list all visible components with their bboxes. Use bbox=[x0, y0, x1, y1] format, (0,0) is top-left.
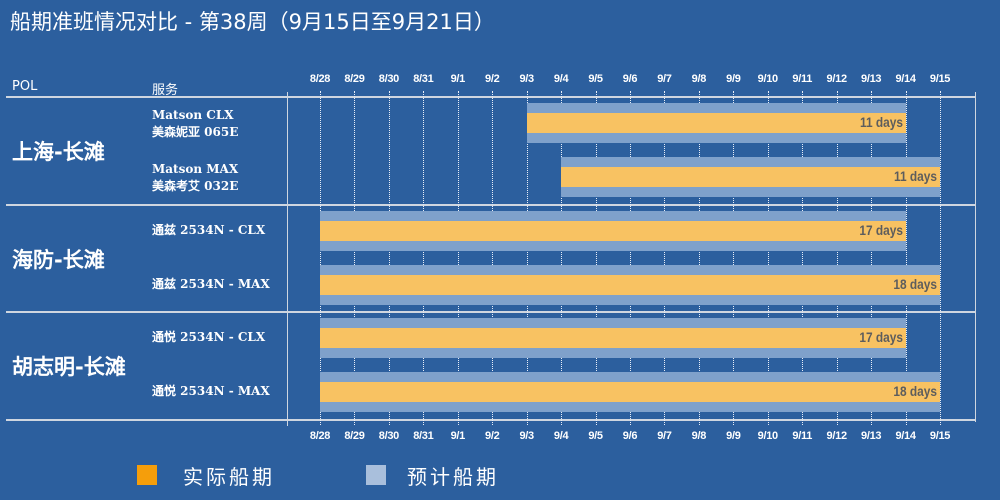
group-divider bbox=[6, 311, 976, 313]
actual-bar bbox=[561, 167, 940, 187]
actual-bar bbox=[320, 221, 906, 241]
x-tick-label-bottom: 9/10 bbox=[757, 430, 779, 442]
gridline bbox=[492, 91, 494, 425]
x-tick-label-bottom: 9/6 bbox=[622, 430, 638, 442]
service-label: 通兹 2534N - MAX bbox=[152, 277, 270, 291]
service-label: 通悦 2534N - CLX bbox=[152, 330, 266, 344]
x-tick-label-top: 9/13 bbox=[861, 73, 882, 85]
x-tick-label-top: 9/14 bbox=[895, 73, 916, 85]
x-tick-label-top: 9/6 bbox=[622, 73, 638, 85]
legend-swatch-planned bbox=[366, 465, 386, 485]
x-tick-label-top: 9/11 bbox=[792, 73, 813, 85]
duration-label: 17 days bbox=[858, 222, 903, 238]
pol-label: 上海-长滩 bbox=[12, 140, 105, 164]
x-tick-label-bottom: 9/13 bbox=[861, 430, 882, 442]
x-tick-label-top: 9/2 bbox=[485, 73, 500, 85]
x-tick-label-top: 9/7 bbox=[657, 73, 672, 85]
service-header: 服务 bbox=[152, 83, 179, 98]
x-tick-label-bottom: 9/15 bbox=[929, 430, 951, 442]
x-tick-label-bottom: 8/31 bbox=[413, 430, 434, 442]
gridline bbox=[733, 91, 735, 425]
gridline bbox=[354, 91, 356, 425]
gridline bbox=[940, 91, 941, 425]
duration-label: 18 days bbox=[893, 276, 937, 292]
x-tick-label-bottom: 9/3 bbox=[519, 430, 534, 442]
header-divider bbox=[6, 96, 976, 98]
gridline bbox=[698, 91, 700, 425]
x-tick-label-bottom: 9/5 bbox=[588, 430, 603, 442]
actual-bar bbox=[526, 113, 906, 133]
x-tick-label-top: 9/5 bbox=[588, 73, 603, 85]
gridline bbox=[320, 91, 321, 425]
vessel-label: 美森考艾 032E bbox=[152, 179, 239, 193]
vessel-label: 美森妮亚 065E bbox=[152, 125, 239, 139]
x-tick-label-bottom: 9/12 bbox=[826, 430, 848, 442]
x-tick-label-bottom: 9/7 bbox=[657, 430, 672, 442]
duration-label: 11 days bbox=[893, 168, 937, 184]
legend-swatch-actual bbox=[137, 465, 157, 485]
gridline bbox=[423, 91, 425, 425]
x-tick-label-top: 8/31 bbox=[413, 73, 434, 85]
x-tick-label-bottom: 8/30 bbox=[378, 430, 400, 442]
x-tick-label-top: 9/15 bbox=[929, 73, 951, 85]
chart-title: 船期准班情况对比 - 第38周（9月15日至9月21日） bbox=[10, 10, 495, 34]
x-tick-label-bottom: 9/14 bbox=[895, 430, 916, 442]
x-tick-label-bottom: 9/4 bbox=[553, 430, 569, 442]
x-tick-label-top: 8/28 bbox=[309, 73, 331, 85]
service-label: 通悦 2534N - MAX bbox=[152, 384, 270, 398]
gridline bbox=[388, 91, 390, 425]
gridline bbox=[526, 91, 528, 425]
x-tick-label-top: 9/3 bbox=[519, 73, 534, 85]
actual-bar bbox=[320, 328, 906, 348]
plot-right-border bbox=[975, 92, 976, 422]
group-divider bbox=[6, 204, 976, 206]
pol-header: POL bbox=[12, 79, 38, 94]
x-tick-label-top: 9/10 bbox=[757, 73, 779, 85]
x-tick-label-bottom: 9/1 bbox=[450, 430, 466, 442]
gridline bbox=[905, 91, 907, 425]
x-tick-label-bottom: 9/2 bbox=[485, 430, 500, 442]
actual-bar bbox=[320, 275, 940, 295]
x-tick-label-top: 8/29 bbox=[344, 73, 365, 85]
gridline bbox=[457, 91, 459, 425]
x-tick-label-bottom: 9/11 bbox=[792, 430, 813, 442]
service-label: 通兹 2534N - CLX bbox=[152, 223, 266, 237]
service-label: Matson MAX bbox=[152, 162, 239, 176]
duration-label: 17 days bbox=[858, 329, 903, 345]
x-tick-label-top: 9/1 bbox=[450, 73, 466, 85]
gridline bbox=[802, 91, 804, 425]
x-tick-label-top: 9/12 bbox=[826, 73, 848, 85]
gridline bbox=[664, 91, 666, 425]
x-tick-label-top: 9/4 bbox=[553, 73, 569, 85]
legend-label-planned: 预计船期 bbox=[407, 465, 499, 489]
x-tick-label-top: 9/9 bbox=[726, 73, 741, 85]
service-label: Matson CLX bbox=[152, 108, 234, 122]
duration-label: 11 days bbox=[859, 114, 903, 130]
x-tick-label-bottom: 8/28 bbox=[309, 430, 331, 442]
plot-left-border bbox=[287, 92, 288, 426]
pol-label: 胡志明-长滩 bbox=[12, 355, 126, 379]
gridline bbox=[630, 91, 631, 425]
gridline bbox=[595, 91, 597, 425]
gridline bbox=[871, 91, 873, 425]
actual-bar bbox=[320, 382, 940, 402]
duration-label: 18 days bbox=[893, 383, 937, 399]
x-tick-label-top: 8/30 bbox=[378, 73, 400, 85]
gridline bbox=[767, 91, 769, 425]
gridline bbox=[561, 91, 563, 425]
x-tick-label-bottom: 9/9 bbox=[726, 430, 741, 442]
x-tick-label-bottom: 8/29 bbox=[344, 430, 365, 442]
pol-label: 海防-长滩 bbox=[12, 248, 105, 272]
legend-label-actual: 实际船期 bbox=[183, 465, 275, 489]
x-tick-label-top: 9/8 bbox=[691, 73, 707, 85]
gridline bbox=[836, 91, 838, 425]
axis-line bbox=[6, 419, 976, 421]
x-tick-label-bottom: 9/8 bbox=[691, 430, 707, 442]
